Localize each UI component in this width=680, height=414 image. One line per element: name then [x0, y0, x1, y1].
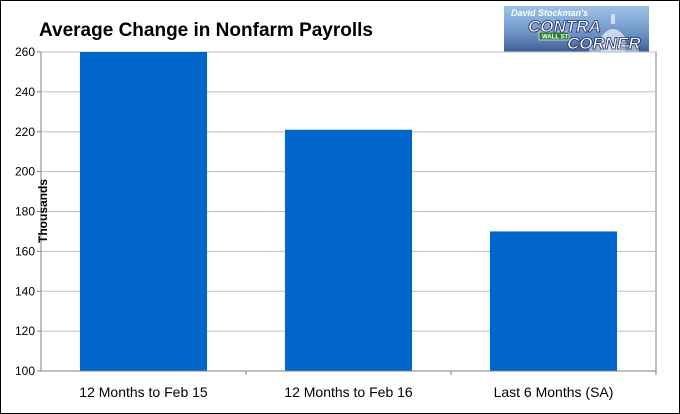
y-tick-label: 100: [15, 364, 35, 378]
y-tick-label: 160: [15, 244, 35, 258]
logo-line3: CORNER: [567, 34, 641, 53]
y-tick-label: 240: [15, 85, 35, 99]
x-category-label: 12 Months to Feb 15: [79, 384, 208, 400]
y-tick-label: 220: [15, 125, 35, 139]
logo-line1: David Stockman's: [511, 8, 588, 18]
y-tick-label: 120: [15, 324, 35, 338]
logo-line2: CONTRA: [528, 17, 601, 36]
capitol-spire-icon: [611, 14, 615, 24]
y-tick-label: 140: [15, 284, 35, 298]
bars: [79, 52, 618, 371]
street-sign-icon: [538, 31, 570, 41]
y-tick-label: 180: [15, 205, 35, 219]
bar-1: [79, 52, 208, 371]
y-axis-ticks: 100 120 140 160 180 200 220 240 260: [15, 45, 41, 378]
y-tick-label: 260: [15, 45, 35, 59]
logo-sign-text: WALL ST: [542, 35, 569, 41]
x-category-label: Last 6 Months (SA): [494, 384, 614, 400]
x-axis-categories: 12 Months to Feb 15 12 Months to Feb 16 La…: [79, 371, 657, 400]
y-axis-label: Thousands: [36, 179, 50, 243]
chart-title: Average Change in Nonfarm Payrolls: [39, 20, 373, 41]
contra-corner-logo: WALL ST David Stockman's CONTRA CORNER: [504, 6, 649, 53]
capitol-base-icon: [589, 45, 639, 53]
x-category-label: 12 Months to Feb 16: [284, 384, 413, 400]
bar-3: [489, 231, 618, 371]
bar-2: [284, 129, 413, 371]
y-tick-label: 200: [15, 165, 35, 179]
